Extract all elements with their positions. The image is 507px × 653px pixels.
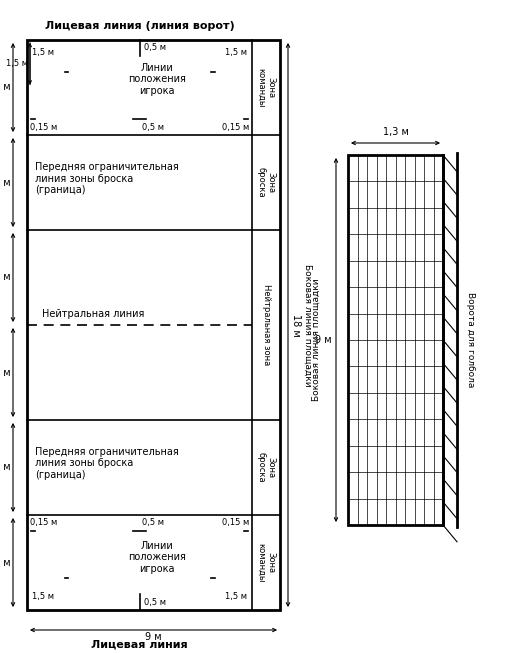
Text: Боковая линия площадки: Боковая линия площадки: [304, 264, 312, 387]
Text: 3 м: 3 м: [0, 462, 11, 473]
Text: Передняя ограничительная
линия зоны броска
(граница): Передняя ограничительная линия зоны брос…: [35, 162, 179, 195]
Text: 0,15 м: 0,15 м: [30, 518, 57, 527]
Text: 3 м: 3 м: [0, 272, 11, 283]
Text: 1,5 м: 1,5 м: [225, 592, 247, 601]
Text: 3 м: 3 м: [0, 82, 11, 93]
Text: 9 м: 9 м: [315, 335, 332, 345]
Bar: [348, 155, 443, 525]
Text: Зона
броска: Зона броска: [257, 452, 276, 483]
Text: 0,5 м: 0,5 м: [143, 43, 165, 52]
Text: Зона
команды: Зона команды: [257, 543, 276, 582]
Text: 3 м: 3 м: [0, 558, 11, 567]
Text: 0,15 м: 0,15 м: [222, 518, 249, 527]
Text: 18 м: 18 м: [291, 313, 301, 336]
Text: 9 м: 9 м: [145, 632, 162, 642]
Text: Передняя ограничительная
линия зоны броска
(граница): Передняя ограничительная линия зоны брос…: [35, 447, 179, 480]
Text: Лицевая линия: Лицевая линия: [91, 640, 188, 650]
Text: Нейтральная линия: Нейтральная линия: [42, 309, 144, 319]
Text: 1,3 м: 1,3 м: [383, 127, 409, 137]
Text: 1,5 м: 1,5 м: [225, 48, 247, 57]
Text: Нейтральная зона: Нейтральная зона: [262, 284, 271, 366]
Text: 0,5 м: 0,5 м: [142, 518, 164, 527]
Text: Боковая линия площадки: Боковая линия площадки: [311, 279, 320, 402]
Text: 0,5 м: 0,5 м: [142, 123, 164, 132]
Text: 1,5 м: 1,5 м: [32, 592, 54, 601]
Text: 0,15 м: 0,15 м: [30, 123, 57, 132]
Text: 1,5 м: 1,5 м: [6, 59, 28, 69]
Text: Линии
положения
игрока: Линии положения игрока: [128, 541, 186, 574]
Text: 3 м: 3 м: [0, 368, 11, 377]
Text: Зона
команды: Зона команды: [257, 68, 276, 107]
Text: 1,5 м: 1,5 м: [32, 48, 54, 57]
Text: 3 м: 3 м: [0, 178, 11, 187]
Text: Зона
броска: Зона броска: [257, 167, 276, 198]
Text: Лицевая линия (линия ворот): Лицевая линия (линия ворот): [45, 21, 234, 31]
Bar: [27, 40, 280, 610]
Text: 0,15 м: 0,15 м: [222, 123, 249, 132]
Text: 0,5 м: 0,5 м: [143, 597, 165, 607]
Text: Ворота для голбола: Ворота для голбола: [466, 293, 476, 388]
Text: Линии
положения
игрока: Линии положения игрока: [128, 63, 186, 96]
